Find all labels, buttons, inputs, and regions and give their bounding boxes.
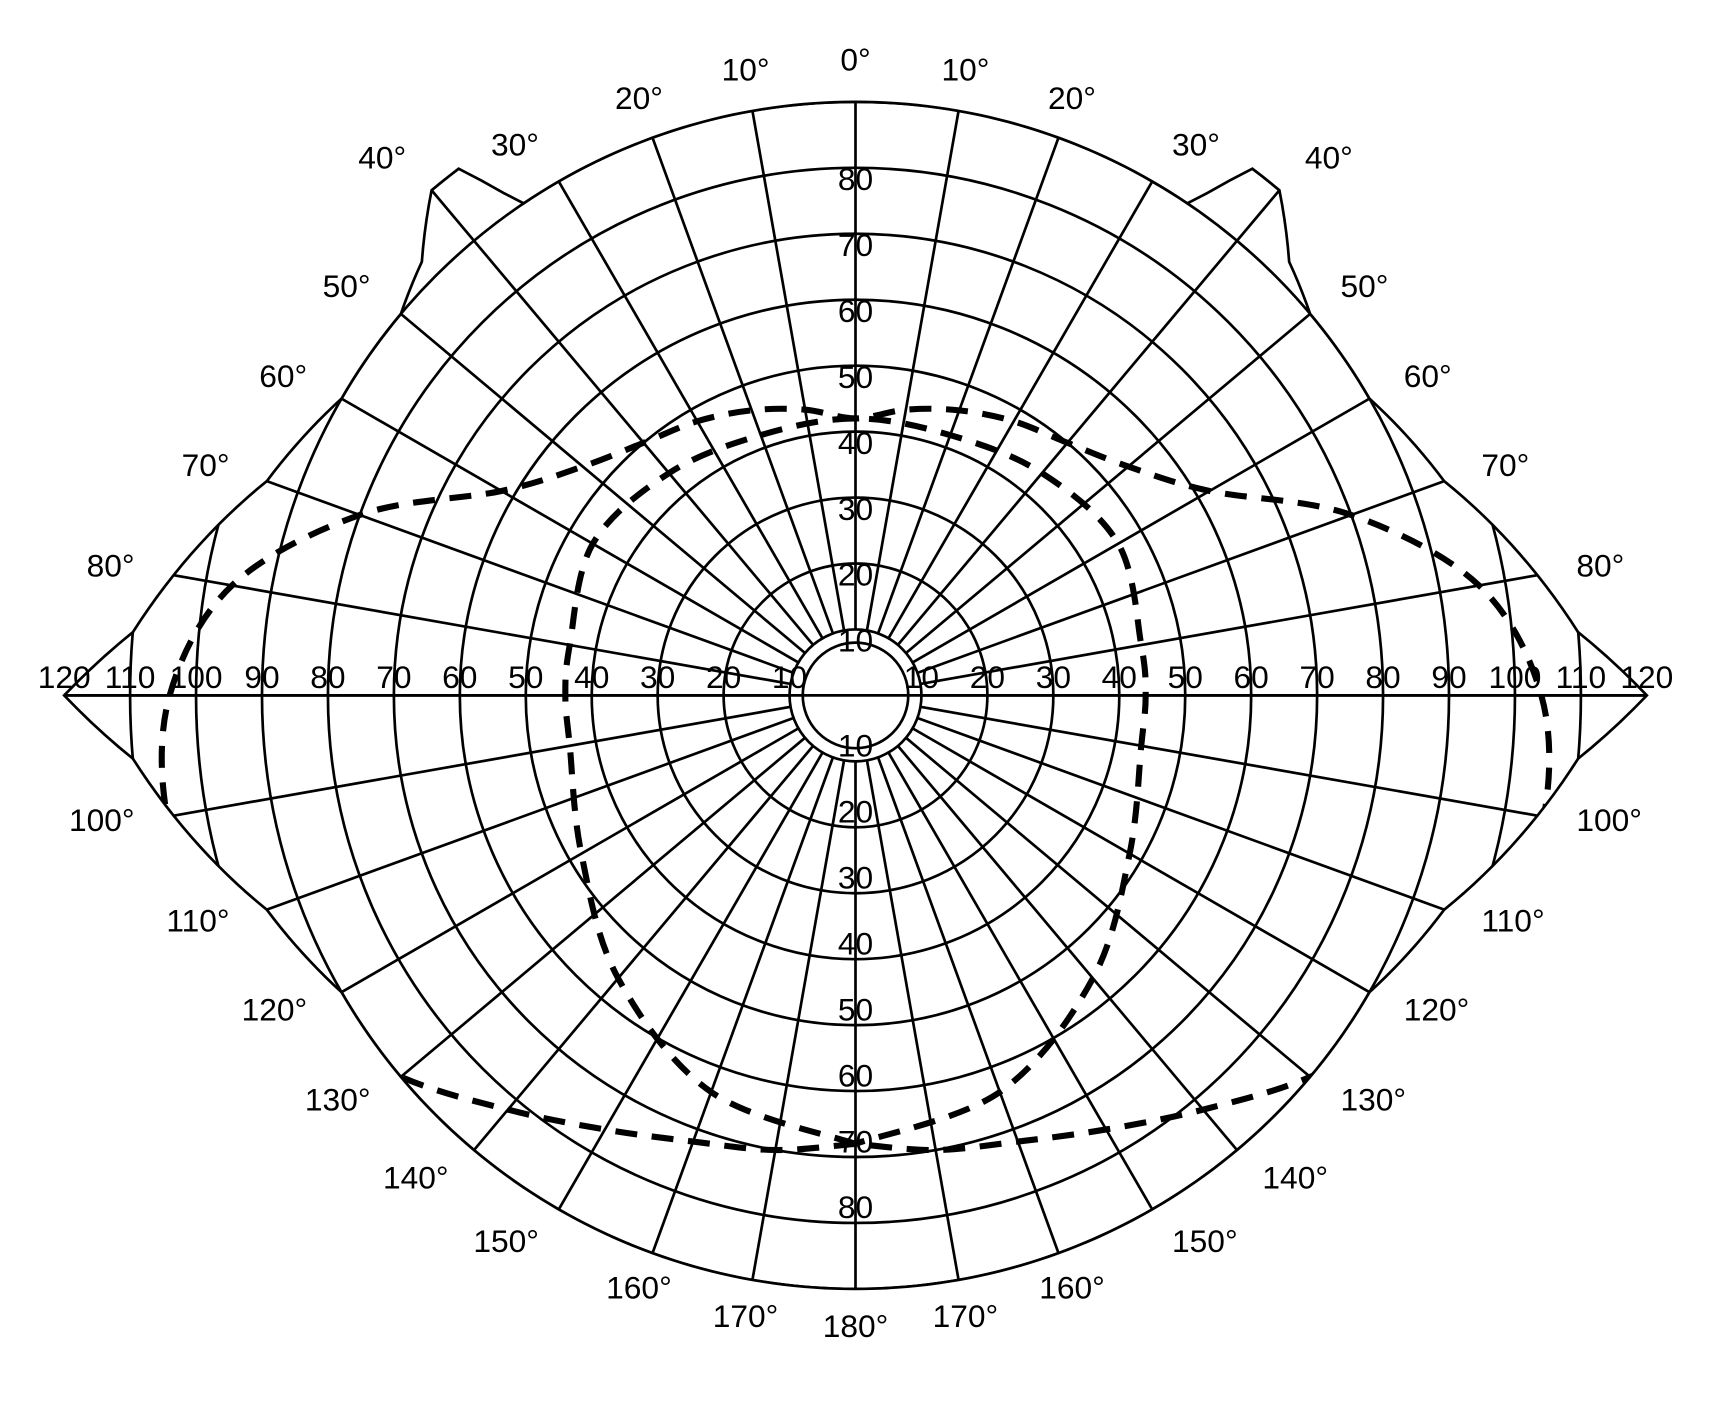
angle-label: 130° xyxy=(305,1082,371,1118)
angle-label: 180° xyxy=(823,1308,889,1344)
radial-label-down: 40 xyxy=(838,925,873,961)
angle-label: 130° xyxy=(1340,1082,1406,1118)
radial-label-left: 70 xyxy=(376,659,411,695)
angle-label: 140° xyxy=(383,1160,449,1196)
radial-label-right: 40 xyxy=(1102,659,1137,695)
radial-label-right: 50 xyxy=(1168,659,1203,695)
radial-label-right: 70 xyxy=(1299,659,1334,695)
angle-label: 60° xyxy=(259,358,307,394)
angle-label: 170° xyxy=(933,1298,999,1334)
radial-label-left: 110 xyxy=(105,659,156,695)
radial-label-left: 20 xyxy=(706,659,741,695)
radial-label-up: 70 xyxy=(838,227,873,263)
angle-label: 160° xyxy=(1039,1270,1105,1306)
angle-label: 160° xyxy=(606,1270,672,1306)
angle-label: 80° xyxy=(87,548,135,584)
radial-label-down: 30 xyxy=(838,859,873,895)
angle-label: 100° xyxy=(1576,802,1642,838)
angle-label: 50° xyxy=(1340,268,1388,304)
angle-label: 70° xyxy=(1481,447,1529,483)
angle-label: 120° xyxy=(242,991,308,1027)
angle-label: 80° xyxy=(1576,548,1624,584)
radial-label-right: 90 xyxy=(1431,659,1466,695)
angle-label: 150° xyxy=(473,1223,539,1259)
radial-label-left: 10 xyxy=(772,659,807,695)
radial-label-left: 100 xyxy=(170,659,223,695)
angle-label: 40° xyxy=(358,139,406,175)
angle-label: 0° xyxy=(840,42,870,78)
radial-label-right: 60 xyxy=(1234,659,1269,695)
radial-label-up: 30 xyxy=(838,491,873,527)
angle-label: 70° xyxy=(182,447,230,483)
radial-label-left: 50 xyxy=(508,659,543,695)
radial-label-right: 100 xyxy=(1488,659,1541,695)
angle-label: 10° xyxy=(941,51,989,87)
radial-label-down: 20 xyxy=(838,794,873,830)
labels: 0° 10° 10° 20° 20° 30° 30° 40° 40° 50° 50° 60° 60° 70… xyxy=(38,42,1674,1344)
radial-label-right: 110 xyxy=(1556,659,1607,695)
visual-field-polar-chart: 0° 10° 10° 20° 20° 30° 30° 40° 40° 50° 50° 60° 60° 70… xyxy=(0,0,1711,1403)
radial-label-left: 120 xyxy=(38,659,91,695)
angle-label: 10° xyxy=(722,51,770,87)
angle-label: 110° xyxy=(166,903,229,939)
angle-label: 40° xyxy=(1305,139,1353,175)
radial-label-left: 80 xyxy=(310,659,345,695)
radial-label-down: 50 xyxy=(838,991,873,1027)
radial-label-down: 10 xyxy=(838,728,873,764)
radial-label-down: 80 xyxy=(838,1189,873,1225)
radial-label-right: 10 xyxy=(904,659,939,695)
radial-label-down: 70 xyxy=(838,1123,873,1159)
angle-label: 20° xyxy=(1048,80,1096,116)
radial-label-left: 40 xyxy=(574,659,609,695)
radial-label-up: 20 xyxy=(838,557,873,593)
radial-label-right: 80 xyxy=(1365,659,1400,695)
angle-label: 50° xyxy=(323,268,371,304)
radial-label-right: 20 xyxy=(970,659,1005,695)
angle-label: 30° xyxy=(491,127,539,163)
radial-label-up: 60 xyxy=(838,293,873,329)
radial-label-left: 60 xyxy=(442,659,477,695)
radial-label-right: 120 xyxy=(1620,659,1673,695)
radial-label-up: 40 xyxy=(838,425,873,461)
radial-label-up: 50 xyxy=(838,359,873,395)
radial-label-left: 90 xyxy=(244,659,279,695)
angle-label: 100° xyxy=(69,802,135,838)
radial-label-up: 80 xyxy=(838,161,873,197)
radial-label-up: 10 xyxy=(838,623,873,659)
radial-label-down: 60 xyxy=(838,1057,873,1093)
angle-label: 20° xyxy=(615,80,663,116)
radial-label-left: 30 xyxy=(640,659,675,695)
radial-label-right: 30 xyxy=(1036,659,1071,695)
angle-label: 60° xyxy=(1404,358,1452,394)
angle-label: 150° xyxy=(1172,1223,1238,1259)
angle-label: 120° xyxy=(1404,991,1470,1027)
angle-label: 110° xyxy=(1481,903,1544,939)
angle-label: 30° xyxy=(1172,127,1220,163)
angle-label: 140° xyxy=(1262,1160,1328,1196)
angle-label: 170° xyxy=(713,1298,779,1334)
